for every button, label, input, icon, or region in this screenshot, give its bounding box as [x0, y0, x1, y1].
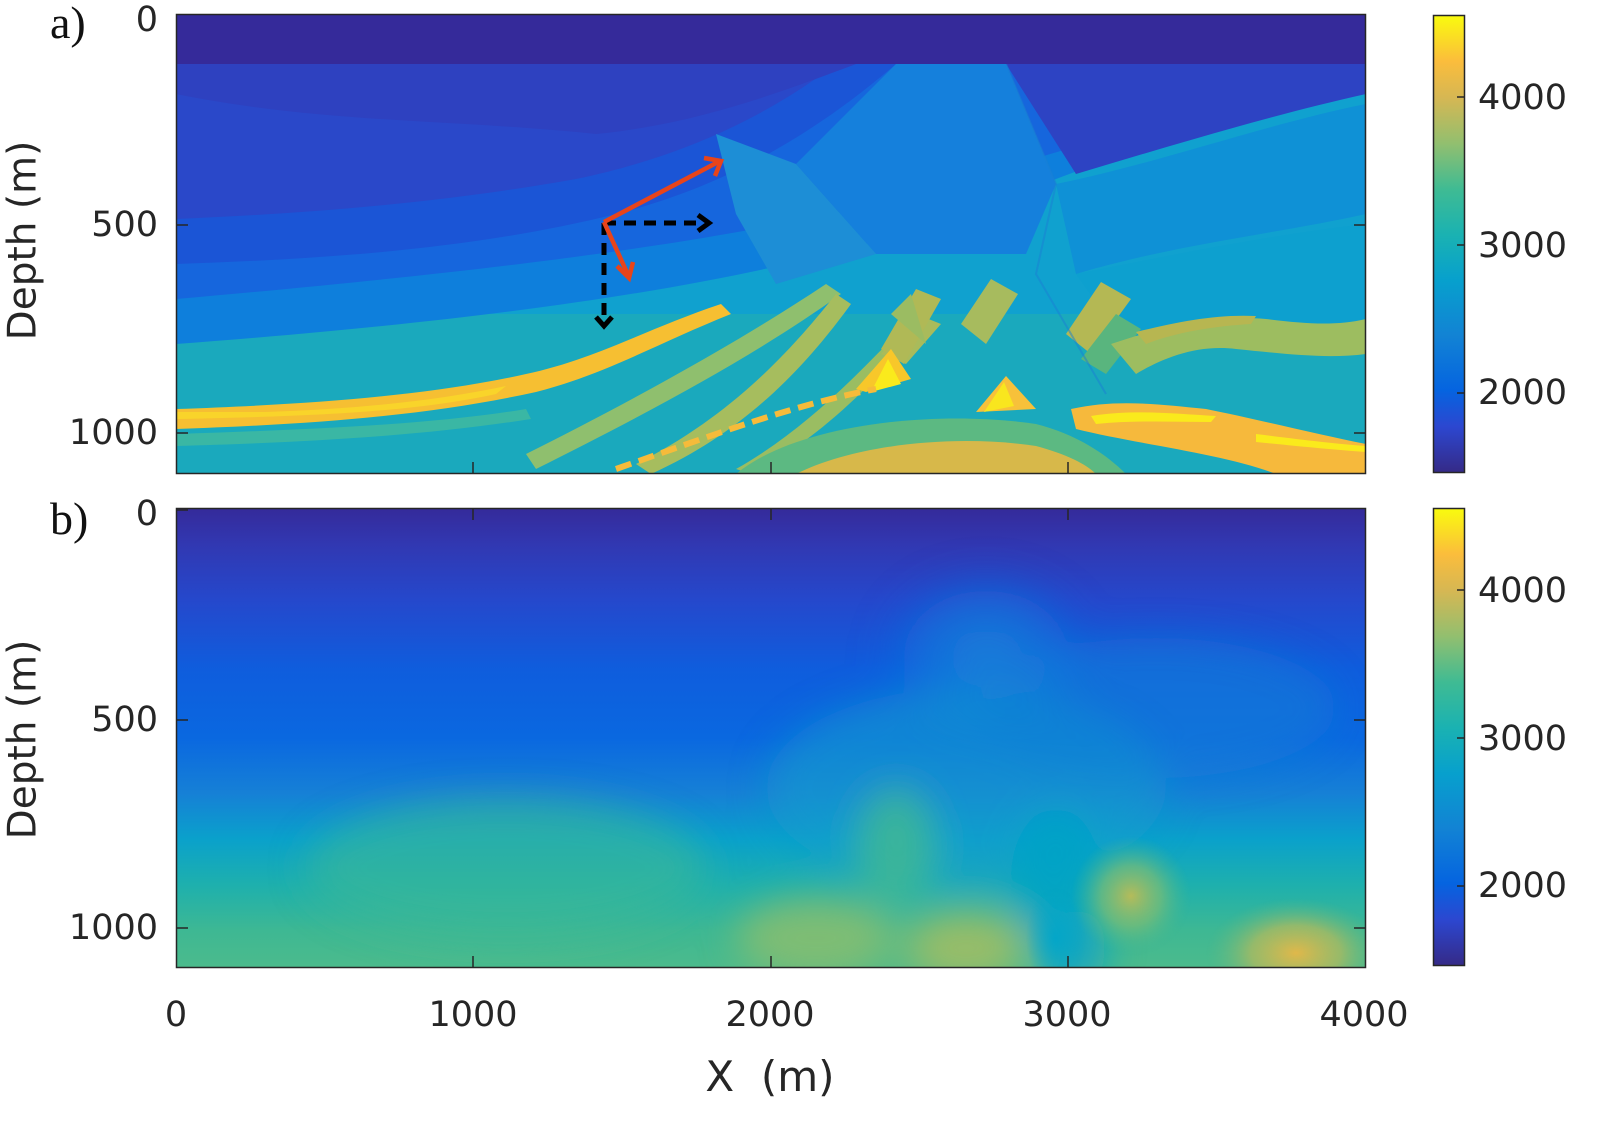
panel-b-ylabel: Depth (m): [0, 639, 46, 840]
xtick-1000: 1000: [428, 995, 518, 1035]
colorbar-b-tick-3000: 3000: [1478, 719, 1568, 759]
colorbar-b-tick-2000: 2000: [1478, 866, 1568, 906]
panel-a-ytick-0: 0: [135, 0, 158, 40]
panel-b-ytick-1000: 1000: [68, 908, 158, 948]
red-rotated-arrow-tangent: [602, 155, 725, 224]
panel-b-label: b): [50, 493, 89, 544]
colorbar-a: [1432, 14, 1466, 474]
panel-a-ytick-1000: 1000: [68, 413, 158, 453]
colorbar-a-tick-4000: 4000: [1478, 78, 1568, 118]
panel-b-ytick-500: 500: [91, 700, 158, 740]
colorbar-b: [1432, 507, 1466, 967]
colorbar-a-tick-3000: 3000: [1478, 226, 1568, 266]
red-rotated-arrow-normal: [601, 221, 636, 283]
colorbar-b-tick-4000: 4000: [1478, 571, 1568, 611]
direction-arrows: [594, 155, 725, 330]
black-dashed-horizontal-arrow: [604, 212, 714, 234]
panel-b-ytick-0: 0: [135, 494, 158, 534]
panel-a-ylabel: Depth (m): [0, 140, 46, 341]
xtick-4000: 4000: [1319, 995, 1409, 1035]
xtick-3000: 3000: [1022, 995, 1112, 1035]
panel-a-label: a): [50, 0, 86, 48]
panel-a-heatmap: [175, 13, 1367, 475]
xtick-0: 0: [164, 995, 188, 1035]
black-dashed-vertical-arrow: [594, 223, 614, 330]
colorbar-a-tick-2000: 2000: [1478, 373, 1568, 413]
panel-a-ytick-500: 500: [91, 205, 158, 245]
panel-b-heatmap: [175, 507, 1367, 969]
xtick-2000: 2000: [725, 995, 815, 1035]
x-axis-label: X (m): [705, 1052, 835, 1101]
